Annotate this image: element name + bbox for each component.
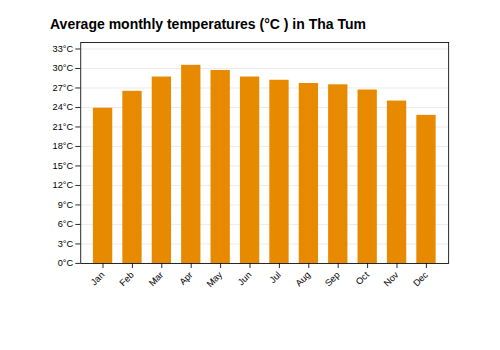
- svg-text:Jan: Jan: [89, 270, 107, 288]
- svg-text:6°C: 6°C: [58, 219, 74, 229]
- svg-text:Jun: Jun: [236, 270, 254, 288]
- svg-text:12°C: 12°C: [53, 180, 74, 190]
- svg-text:24°C: 24°C: [53, 102, 74, 112]
- svg-text:Nov: Nov: [382, 270, 401, 289]
- html-text:Average monthly temperatures (: Average monthly temperatures (°C ) in Th…: [50, 16, 366, 32]
- svg-text:33°C: 33°C: [53, 44, 74, 54]
- svg-text:9°C: 9°C: [58, 200, 74, 210]
- svg-text:May: May: [205, 270, 225, 290]
- svg-text:Feb: Feb: [118, 270, 136, 288]
- svg-text:0°C: 0°C: [58, 258, 74, 268]
- svg-text:3°C: 3°C: [58, 239, 74, 249]
- svg-text:Jul: Jul: [267, 270, 282, 285]
- svg-text:Aug: Aug: [294, 270, 313, 289]
- svg-text:27°C: 27°C: [53, 83, 74, 93]
- svg-text:18°C: 18°C: [53, 141, 74, 151]
- svg-text:Mar: Mar: [147, 270, 165, 288]
- svg-text:15°C: 15°C: [53, 161, 74, 171]
- svg-text:Apr: Apr: [177, 270, 194, 287]
- svg-text:30°C: 30°C: [53, 63, 74, 73]
- svg-text:Sep: Sep: [323, 270, 342, 289]
- svg-text:21°C: 21°C: [53, 122, 74, 132]
- svg-text:Dec: Dec: [411, 270, 430, 289]
- svg-text:Oct: Oct: [354, 269, 372, 287]
